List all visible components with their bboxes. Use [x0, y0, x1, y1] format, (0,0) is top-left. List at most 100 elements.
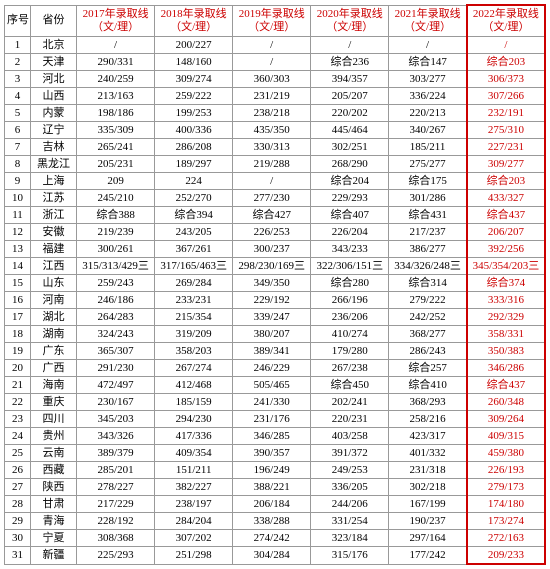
cell-seq: 14 — [5, 258, 31, 275]
cell-value: 335/309 — [77, 122, 155, 139]
cell-value: 368/293 — [389, 394, 467, 411]
cell-value: 245/210 — [77, 190, 155, 207]
header-2019: 2019年录取线（文/理） — [233, 5, 311, 37]
cell-value: / — [77, 37, 155, 54]
cell-value: 206/207 — [467, 224, 545, 241]
cell-province: 湖南 — [31, 326, 77, 343]
cell-value: 231/318 — [389, 462, 467, 479]
table-row: 13福建300/261367/261300/237343/233386/2773… — [5, 241, 546, 258]
table-row: 11浙江综合388综合394综合427综合407综合431综合437 — [5, 207, 546, 224]
cell-value: 349/350 — [233, 275, 311, 292]
cell-value: 209 — [77, 173, 155, 190]
table-row: 27陕西278/227382/227388/221336/205302/2182… — [5, 479, 546, 496]
cell-value: 297/164 — [389, 530, 467, 547]
cell-value: 304/284 — [233, 547, 311, 565]
cell-seq: 26 — [5, 462, 31, 479]
cell-value: 综合314 — [389, 275, 467, 292]
table-row: 14江西315/313/429三317/165/463三298/230/169三… — [5, 258, 546, 275]
cell-value: 410/274 — [311, 326, 389, 343]
table-row: 29青海228/192284/204338/288331/254190/2371… — [5, 513, 546, 530]
cell-value: 综合147 — [389, 54, 467, 71]
header-2022: 2022年录取线（文/理） — [467, 5, 545, 37]
cell-value: 227/231 — [467, 139, 545, 156]
cell-value: 345/203 — [77, 411, 155, 428]
cell-value: 综合427 — [233, 207, 311, 224]
cell-value: 350/383 — [467, 343, 545, 360]
cell-value: 302/251 — [311, 139, 389, 156]
cell-value: 400/336 — [155, 122, 233, 139]
cell-value: 238/197 — [155, 496, 233, 513]
cell-value: 243/205 — [155, 224, 233, 241]
cell-province: 山东 — [31, 275, 77, 292]
cell-value: 409/315 — [467, 428, 545, 445]
cell-seq: 7 — [5, 139, 31, 156]
cell-value: 综合175 — [389, 173, 467, 190]
cell-value: 333/316 — [467, 292, 545, 309]
cell-value: 综合410 — [389, 377, 467, 394]
cell-value: 382/227 — [155, 479, 233, 496]
cell-province: 江苏 — [31, 190, 77, 207]
cell-value: 217/229 — [77, 496, 155, 513]
cell-value: 189/297 — [155, 156, 233, 173]
cell-province: 青海 — [31, 513, 77, 530]
cell-value: 286/243 — [389, 343, 467, 360]
cell-value: 217/237 — [389, 224, 467, 241]
cell-value: 231/176 — [233, 411, 311, 428]
cell-value: 174/180 — [467, 496, 545, 513]
cell-province: 江西 — [31, 258, 77, 275]
table-row: 3河北240/259309/274360/303394/357303/27730… — [5, 71, 546, 88]
table-row: 18湖南324/243319/209380/207410/274368/2773… — [5, 326, 546, 343]
cell-value: 240/259 — [77, 71, 155, 88]
cell-seq: 8 — [5, 156, 31, 173]
cell-value: / — [389, 37, 467, 54]
cell-value: 339/247 — [233, 309, 311, 326]
cell-value: 238/218 — [233, 105, 311, 122]
cell-value: 177/242 — [389, 547, 467, 565]
cell-value: 336/224 — [389, 88, 467, 105]
cell-value: 综合257 — [389, 360, 467, 377]
cell-value: 292/329 — [467, 309, 545, 326]
cell-value: 196/249 — [233, 462, 311, 479]
cell-seq: 27 — [5, 479, 31, 496]
table-row: 4山西213/163259/222231/219205/207336/22430… — [5, 88, 546, 105]
cell-province: 黑龙江 — [31, 156, 77, 173]
cell-value: 综合280 — [311, 275, 389, 292]
cell-province: 浙江 — [31, 207, 77, 224]
cell-value: 225/293 — [77, 547, 155, 565]
cell-value: 167/199 — [389, 496, 467, 513]
cell-value: 392/256 — [467, 241, 545, 258]
cell-value: 249/253 — [311, 462, 389, 479]
cell-value: 284/204 — [155, 513, 233, 530]
cell-value: 229/192 — [233, 292, 311, 309]
cell-value: 307/266 — [467, 88, 545, 105]
cell-value: 258/216 — [389, 411, 467, 428]
cell-value: 386/277 — [389, 241, 467, 258]
cell-province: 四川 — [31, 411, 77, 428]
cell-value: 308/368 — [77, 530, 155, 547]
cell-seq: 25 — [5, 445, 31, 462]
cell-value: 338/288 — [233, 513, 311, 530]
cell-seq: 20 — [5, 360, 31, 377]
cell-seq: 5 — [5, 105, 31, 122]
cell-value: 266/196 — [311, 292, 389, 309]
cell-value: 330/313 — [233, 139, 311, 156]
cell-seq: 23 — [5, 411, 31, 428]
cell-province: 云南 — [31, 445, 77, 462]
cell-value: 389/341 — [233, 343, 311, 360]
table-row: 22重庆230/167185/159241/330202/241368/2932… — [5, 394, 546, 411]
cell-seq: 10 — [5, 190, 31, 207]
cell-value: 233/231 — [155, 292, 233, 309]
cell-value: 213/163 — [77, 88, 155, 105]
header-2021: 2021年录取线（文/理） — [389, 5, 467, 37]
cell-value: 391/372 — [311, 445, 389, 462]
cell-value: 291/230 — [77, 360, 155, 377]
cell-value: 403/258 — [311, 428, 389, 445]
cell-seq: 22 — [5, 394, 31, 411]
cell-value: 269/284 — [155, 275, 233, 292]
cell-value: 324/243 — [77, 326, 155, 343]
cell-value: 445/464 — [311, 122, 389, 139]
cell-province: 内蒙 — [31, 105, 77, 122]
cell-value: 300/237 — [233, 241, 311, 258]
cell-value: 394/357 — [311, 71, 389, 88]
cell-value: 433/327 — [467, 190, 545, 207]
